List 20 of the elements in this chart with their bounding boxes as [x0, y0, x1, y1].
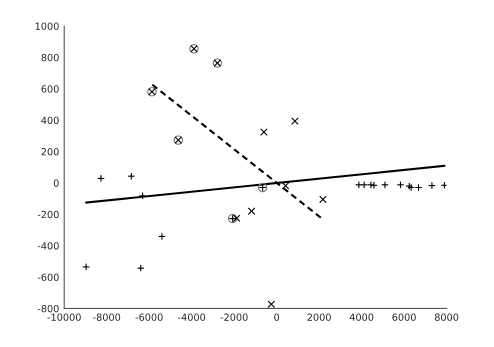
- y-tick-label: 400: [41, 116, 59, 124]
- x-tick-label: 2000: [307, 314, 331, 321]
- y-tick-label: 800: [41, 54, 59, 62]
- x-tick-label: -10000: [47, 314, 81, 321]
- y-tick-label: -800: [38, 304, 59, 312]
- y-tick-label: -600: [38, 274, 59, 281]
- x-tick-label: 6000: [392, 314, 416, 321]
- x-tick-label: -8000: [93, 314, 120, 321]
- y-tick-label: 600: [41, 85, 59, 93]
- x-tick-label: 8000: [434, 314, 458, 321]
- x-tick-label: -2000: [220, 314, 248, 321]
- x-tick-label: 4000: [350, 314, 374, 321]
- y-tick-label: -400: [38, 242, 59, 250]
- y-tick-label: 200: [42, 148, 59, 156]
- y-tick-label: 0: [54, 179, 59, 187]
- y-tick-label: 1000: [36, 22, 59, 30]
- x-tick-label: -6000: [136, 314, 163, 321]
- y-tick-label: -200: [38, 210, 59, 218]
- x-tick-label: -4000: [178, 314, 206, 321]
- x-tick-label: 0: [274, 314, 280, 321]
